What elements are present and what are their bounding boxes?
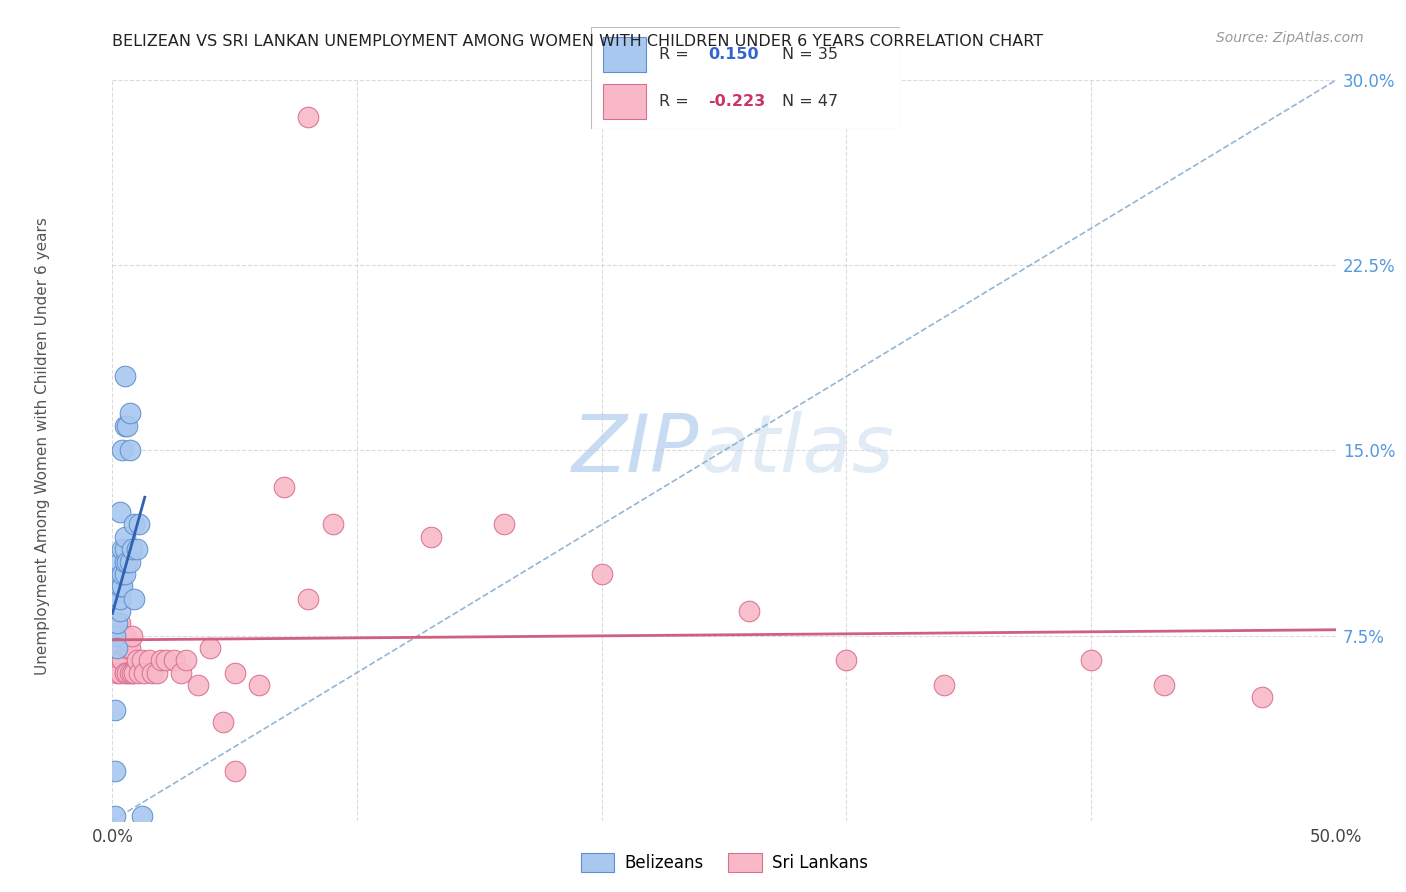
Point <box>124 665 146 680</box>
Text: BELIZEAN VS SRI LANKAN UNEMPLOYMENT AMONG WOMEN WITH CHILDREN UNDER 6 YEARS CORR: BELIZEAN VS SRI LANKAN UNEMPLOYMENT AMON… <box>112 34 1043 49</box>
Point <box>108 604 131 618</box>
Point <box>591 566 613 581</box>
Point <box>111 628 134 642</box>
Point <box>111 653 134 667</box>
FancyBboxPatch shape <box>591 27 900 129</box>
Point <box>187 678 209 692</box>
Point <box>224 764 246 779</box>
Point <box>115 418 138 433</box>
Point <box>163 653 186 667</box>
Point <box>118 640 141 655</box>
Point <box>108 566 131 581</box>
Point <box>108 665 131 680</box>
Text: ZIP: ZIP <box>572 411 700 490</box>
Point <box>105 665 128 680</box>
Text: atlas: atlas <box>700 411 894 490</box>
Point <box>104 808 127 822</box>
Point <box>297 591 319 606</box>
Point <box>104 703 127 717</box>
Point <box>114 665 136 680</box>
Point <box>105 628 128 642</box>
Point <box>145 665 167 680</box>
Point <box>835 653 858 667</box>
Point <box>124 517 146 532</box>
Point <box>121 665 143 680</box>
Point <box>131 808 153 822</box>
Point <box>1080 653 1102 667</box>
Point <box>155 653 177 667</box>
Point <box>297 111 319 125</box>
Point <box>121 542 143 557</box>
Point <box>108 555 131 569</box>
Point <box>247 678 270 692</box>
Point <box>114 628 136 642</box>
Legend: Belizeans, Sri Lankans: Belizeans, Sri Lankans <box>574 847 875 879</box>
Point <box>114 369 136 384</box>
Text: 0.150: 0.150 <box>709 47 759 62</box>
Point <box>104 616 127 631</box>
Point <box>111 566 134 581</box>
Text: R =: R = <box>658 95 689 109</box>
Point <box>124 591 146 606</box>
Point <box>121 628 143 642</box>
Point <box>105 591 128 606</box>
Point <box>114 418 136 433</box>
Point <box>114 542 136 557</box>
Point <box>1153 678 1175 692</box>
Point <box>108 579 131 593</box>
Point <box>104 764 127 779</box>
Point <box>492 517 515 532</box>
Point <box>118 443 141 458</box>
Bar <box>603 84 647 119</box>
Point <box>138 653 160 667</box>
Text: N = 47: N = 47 <box>782 95 838 109</box>
Point <box>108 591 131 606</box>
Point <box>125 653 148 667</box>
Point <box>273 480 295 494</box>
Text: -0.223: -0.223 <box>709 95 765 109</box>
Point <box>134 665 156 680</box>
Point <box>131 653 153 667</box>
Point <box>211 714 233 729</box>
Point <box>141 665 163 680</box>
Point <box>115 665 138 680</box>
Text: N = 35: N = 35 <box>782 47 838 62</box>
Point <box>118 555 141 569</box>
Point <box>111 579 134 593</box>
Point <box>114 530 136 544</box>
Point <box>200 640 222 655</box>
Text: R =: R = <box>658 47 689 62</box>
Point <box>174 653 197 667</box>
Point <box>150 653 173 667</box>
Point <box>224 665 246 680</box>
Point <box>114 555 136 569</box>
Point <box>105 616 128 631</box>
Point <box>108 505 131 519</box>
Point <box>1251 690 1274 705</box>
Point <box>118 407 141 421</box>
Point <box>128 665 150 680</box>
Point <box>118 665 141 680</box>
Text: Source: ZipAtlas.com: Source: ZipAtlas.com <box>1216 31 1364 45</box>
Point <box>115 555 138 569</box>
Point <box>114 566 136 581</box>
Point <box>111 443 134 458</box>
Point <box>737 604 759 618</box>
Point <box>104 628 127 642</box>
Point <box>105 640 128 655</box>
Point <box>125 542 148 557</box>
Point <box>108 616 131 631</box>
Point <box>322 517 344 532</box>
Bar <box>603 37 647 72</box>
Text: Unemployment Among Women with Children Under 6 years: Unemployment Among Women with Children U… <box>35 217 49 675</box>
Point <box>419 530 441 544</box>
Point <box>170 665 193 680</box>
Point <box>105 579 128 593</box>
Point <box>934 678 956 692</box>
Point <box>104 653 127 667</box>
Point <box>111 542 134 557</box>
Point <box>115 640 138 655</box>
Point <box>128 517 150 532</box>
